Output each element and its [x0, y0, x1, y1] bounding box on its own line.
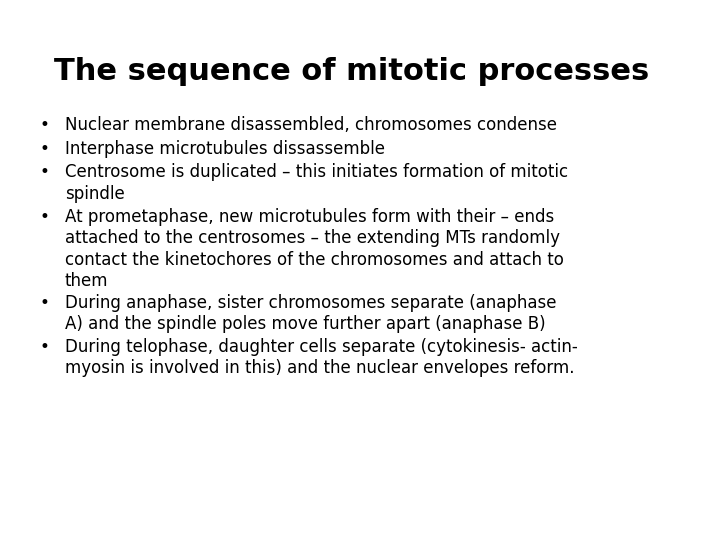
Text: Nuclear membrane disassembled, chromosomes condense: Nuclear membrane disassembled, chromosom… [65, 116, 557, 134]
Text: •: • [40, 207, 50, 226]
Text: At prometaphase, new microtubules form with their – ends
attached to the centros: At prometaphase, new microtubules form w… [65, 207, 564, 290]
Text: •: • [40, 116, 50, 134]
Text: During anaphase, sister chromosomes separate (anaphase
A) and the spindle poles : During anaphase, sister chromosomes sepa… [65, 294, 557, 333]
Text: During telophase, daughter cells separate (cytokinesis- actin-
myosin is involve: During telophase, daughter cells separat… [65, 338, 577, 377]
Text: •: • [40, 140, 50, 158]
Text: Centrosome is duplicated – this initiates formation of mitotic
spindle: Centrosome is duplicated – this initiate… [65, 163, 568, 202]
Text: •: • [40, 294, 50, 312]
Text: •: • [40, 338, 50, 356]
Text: •: • [40, 163, 50, 181]
Text: The sequence of mitotic processes: The sequence of mitotic processes [54, 57, 649, 86]
Text: Interphase microtubules dissassemble: Interphase microtubules dissassemble [65, 140, 384, 158]
